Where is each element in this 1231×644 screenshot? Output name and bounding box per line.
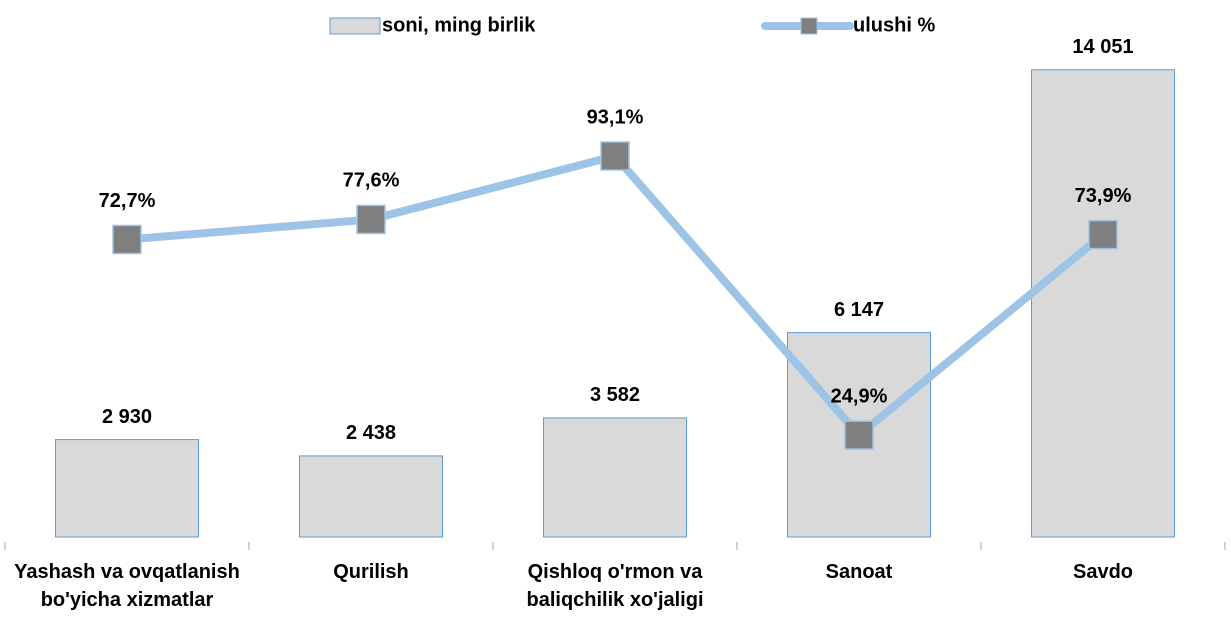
x-tick-label: Savdo: [1072, 561, 1134, 583]
line-marker: [844, 420, 874, 450]
bar: [1031, 69, 1175, 538]
bar-value-label: 3 582: [590, 384, 640, 406]
bar-value-label: 14 051: [1072, 36, 1133, 58]
line-value-label: 24,9%: [831, 385, 888, 407]
legend-swatch: [329, 17, 381, 35]
line-marker: [112, 224, 142, 255]
x-tick-label-box: Savdo: [1072, 561, 1134, 583]
x-tick-label-box: Qurilish: [333, 561, 409, 583]
bar: [299, 455, 443, 538]
bar-value-label: 6 147: [834, 299, 884, 321]
x-tick-label: Qishloq o'rmon va baliqchilik xo'jaligi: [526, 561, 704, 611]
x-tick-label-box: Yashash va ovqatlanish bo'yicha xizmatla…: [14, 561, 240, 611]
legend-label: soni, ming birlik: [382, 14, 536, 36]
bar: [543, 417, 687, 538]
line-value-label: 73,9%: [1075, 185, 1132, 207]
bar-value-label: 2 438: [346, 422, 396, 444]
bar-value-label: 2 930: [102, 406, 152, 428]
line-value-label: 93,1%: [587, 106, 644, 128]
legend-label: ulushi %: [853, 14, 935, 36]
line-value-label: 72,7%: [99, 190, 156, 212]
legend-marker: [800, 17, 818, 35]
bar: [55, 439, 199, 538]
line-marker: [600, 141, 630, 171]
x-tick-label: Sanoat: [825, 561, 893, 583]
x-tick-label-box: Sanoat: [825, 561, 893, 583]
line-value-label: 77,6%: [343, 170, 400, 192]
line-marker: [1088, 219, 1118, 250]
x-tick-label: Qurilish: [333, 561, 409, 583]
x-tick-label-box: Qishloq o'rmon va baliqchilik xo'jaligi: [526, 561, 704, 611]
line-marker: [356, 204, 386, 235]
x-tick-label: Yashash va ovqatlanish bo'yicha xizmatla…: [14, 561, 240, 611]
